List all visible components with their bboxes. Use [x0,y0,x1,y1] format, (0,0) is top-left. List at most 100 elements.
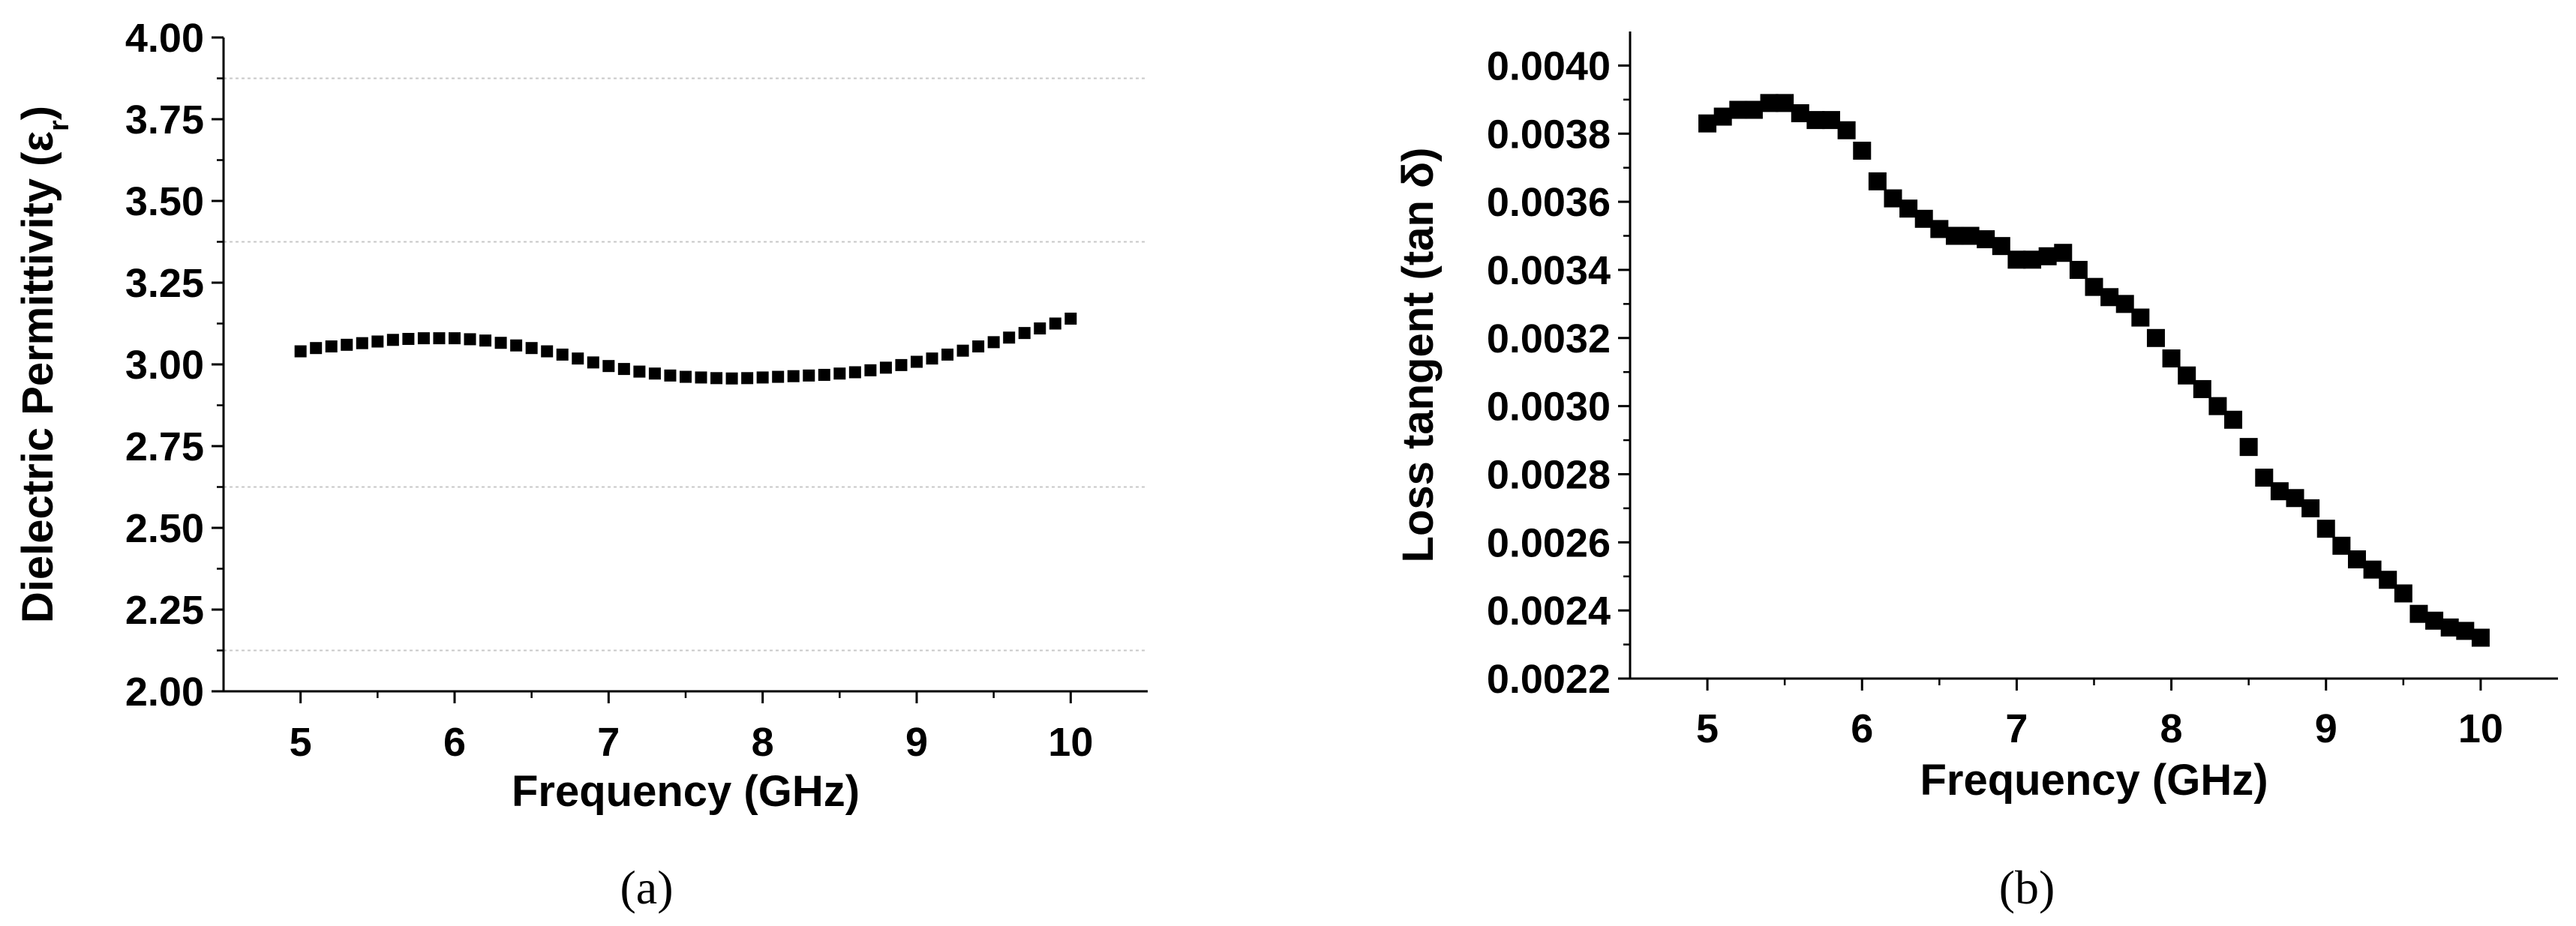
data-point [2038,247,2057,265]
y-tick-label: 2.25 [125,588,204,633]
y-tick-label: 2.00 [125,670,204,715]
y-tick-label: 0.0038 [1487,112,1611,157]
data-point [1064,312,1077,325]
data-point [525,342,538,355]
data-point [2286,489,2304,508]
data-point [356,337,368,349]
data-point [433,332,446,345]
data-point [2162,349,2181,368]
y-tick-label: 0.0030 [1487,385,1611,430]
data-point [2316,520,2335,538]
data-point [1868,172,1887,190]
data-point [1776,94,1794,112]
data-point [1003,331,1016,344]
data-point [2178,366,2196,385]
data-point [449,332,461,345]
data-point [1760,94,1779,112]
data-point [2069,260,2088,279]
y-tick-label: 0.0040 [1487,43,1611,88]
data-point [2270,482,2289,501]
data-point [2007,250,2026,269]
data-point [1018,327,1031,340]
data-point [2193,379,2211,398]
caption-b: (b) [1999,861,2055,914]
data-point [1884,189,1902,208]
data-point [587,356,599,369]
data-point [2440,618,2459,637]
data-point [926,352,938,365]
data-point [1698,114,1717,133]
data-point [2456,622,2475,640]
y-tick-label: 0.0028 [1487,452,1611,497]
data-point [803,369,815,382]
data-point [756,371,769,384]
x-tick-label: 6 [1851,706,1873,751]
data-point [2347,550,2366,569]
data-point [617,363,630,376]
data-point [633,365,646,378]
data-point [2115,295,2134,313]
data-point [1945,226,1964,245]
data-point [2085,277,2103,296]
x-tick-label: 5 [1696,706,1719,751]
data-point [695,371,707,384]
data-point [2425,611,2444,630]
data-point [895,358,908,371]
chart-panel-b: 0.0022 0.0024 0.0026 0.0028 0.0030 0.0032 0.00… [1394,31,2558,805]
y-axis-title-main: Dielectric Permittivity (ε [14,131,62,623]
data-point [741,372,754,385]
x-tick-label: 10 [1048,720,1093,765]
x-tick-label: 10 [2458,706,2503,751]
data-point [479,334,492,347]
x-tick-label: 5 [290,720,312,765]
x-tick-label: 6 [443,720,466,765]
data-point [294,345,307,358]
data-point [2471,628,2490,647]
x-axis-title: Frequency (GHz) [1920,756,2268,805]
data-point [2379,571,2397,589]
x-tick-label: 7 [2005,706,2028,751]
y-tick-label: 0.0036 [1487,180,1611,225]
data-point [2363,560,2382,579]
data-point [325,340,338,353]
y-tick-label: 0.0026 [1487,520,1611,565]
data-point [2146,328,2165,347]
data-point [864,364,877,376]
data-point [386,334,399,346]
y-tick-label: 0.0034 [1487,248,1611,293]
data-point [664,369,677,382]
data-point [987,336,1000,349]
data-point [911,355,923,368]
data-point [848,366,861,379]
data-point [772,370,785,383]
data-point [2394,584,2412,603]
data-point [972,340,985,353]
data-point [1049,317,1061,330]
data-point [1806,111,1825,130]
data-point [1992,237,2010,256]
data-point [310,342,323,355]
y-tick-label: 3.50 [125,179,204,224]
data-point [2409,604,2428,623]
data-point [2255,469,2274,487]
data-point [1822,111,1841,130]
y-axis-title-subscript: r [44,120,75,131]
data-point [2023,250,2042,269]
data-point [1713,107,1732,126]
y-tick-label: 4.00 [125,16,204,61]
y-axis-title: Dielectric Permittivity (εr) [14,106,75,623]
data-point [1729,100,1748,119]
y-tick-label: 2.50 [125,506,204,551]
data-point [2054,244,2073,262]
y-axis-title-close: ) [14,106,62,120]
data-point [725,372,738,385]
data-point [1837,121,1856,139]
x-tick-label: 8 [2160,706,2183,751]
data-point [417,332,430,345]
data-point [680,370,692,383]
data-point [941,348,954,361]
data-point [2239,438,2258,457]
y-tick-label: 2.75 [125,424,204,469]
data-point [1034,322,1046,335]
data-point [2301,499,2320,517]
